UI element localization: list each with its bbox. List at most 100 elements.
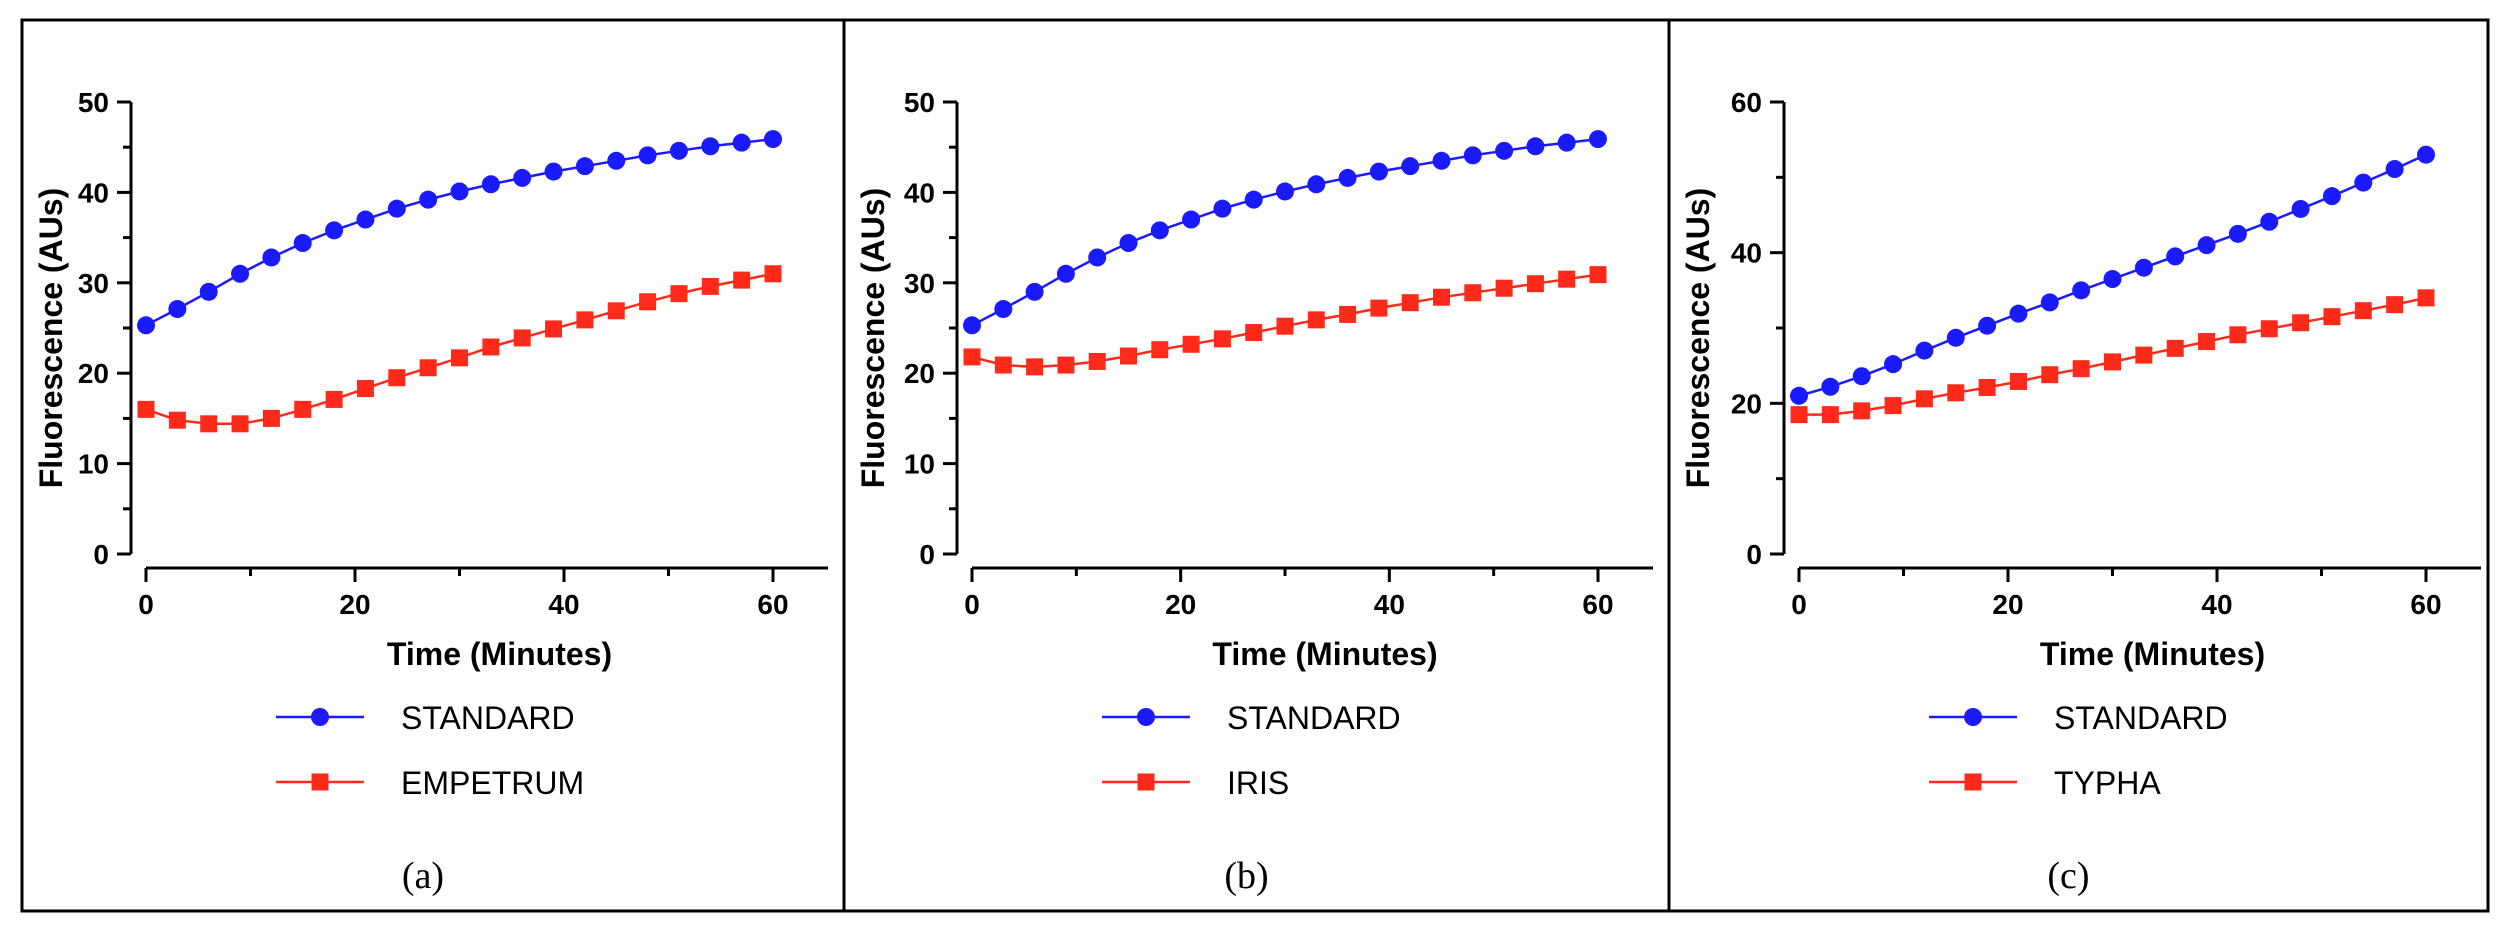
series-standard [963,130,1607,335]
data-point [2385,160,2404,179]
x-tick-label: 40 [2201,589,2232,620]
x-tick-label: 60 [1582,589,1613,620]
data-point [1821,406,1839,424]
data-point [199,282,218,301]
data-point [137,316,155,335]
legend-label: EMPETRUM [401,765,584,801]
data-point [1025,282,1044,301]
x-tick-label: 40 [548,589,579,620]
x-tick-label: 0 [138,589,154,620]
data-point [994,300,1013,319]
data-point [1119,234,1138,253]
data-point [1120,347,1137,365]
data-point [545,320,563,338]
legend-entry-iris: IRIS [1102,765,1289,801]
data-point [639,293,657,311]
y-tick-label: 0 [93,539,109,570]
data-point [544,162,563,181]
data-point [1369,162,1388,181]
data-point [2198,333,2216,351]
data-point [1182,335,1200,353]
data-point [670,285,688,303]
data-point [607,302,625,320]
data-point [2009,372,2027,390]
data-point [1182,210,1201,229]
data-point [607,151,626,170]
data-point [1884,355,1903,374]
data-point [1495,141,1514,160]
series-line [971,137,1599,327]
data-point [200,415,218,433]
data-point [2166,339,2184,357]
data-point [481,175,500,194]
y-tick-label: 20 [78,358,109,389]
y-tick-label: 0 [919,539,935,570]
chart-panel-2: 0 10 20 30 40 50 Fluorescence (AUs) 0 20 40 60 Time… [855,87,1653,897]
y-tick-label: 50 [904,87,935,118]
data-point [1495,279,1513,297]
data-point [1432,151,1451,170]
data-point [451,349,468,367]
y-tick-label: 10 [78,449,109,480]
data-point [2040,293,2059,312]
legend-label: TYPHA [2054,765,2161,801]
data-point [2417,145,2435,164]
data-point [2354,302,2372,320]
series-iris [963,266,1607,376]
data-point [137,400,155,418]
series-standard [1790,145,2435,405]
data-point [1558,270,1576,288]
data-point [1915,390,1933,408]
data-point [1946,328,1965,347]
y-tick-label: 60 [1731,87,1762,118]
data-point [994,356,1012,374]
data-point [1915,341,1934,360]
data-point [1056,264,1075,283]
data-point [1463,146,1482,165]
data-point [356,380,374,398]
data-point [168,411,186,429]
legend-label: STANDARD [1227,700,1401,736]
x-axis-title: Time (Minutes) [387,636,612,672]
x-tick-label: 40 [1374,589,1405,620]
legend-marker [1137,708,1155,726]
data-point [669,141,688,160]
data-point [1276,182,1294,201]
y-tick-label: 40 [78,177,109,208]
x-tick-label: 0 [1791,589,1807,620]
data-point [325,221,344,240]
series-empetrum [137,265,782,433]
data-point [1307,311,1325,329]
data-point [701,137,720,156]
data-point [2260,320,2278,338]
data-point [2260,212,2279,231]
chart-panel-1: 0 10 20 30 40 50 Fluorescence (AUs) 0 20 40 60 Time… [33,87,828,897]
x-tick-label: 20 [339,589,370,620]
x-axis-title: Time (Minutes) [1212,636,1437,672]
data-point [2386,296,2404,314]
data-point [1213,330,1231,348]
data-point [1276,317,1294,335]
data-point [1338,168,1357,187]
data-point [963,348,981,366]
legend-marker [311,773,329,791]
data-point [1213,199,1232,218]
panel-frame-3 [1667,18,2490,913]
y-tick-label: 0 [1746,539,1762,570]
data-point [2072,360,2090,378]
data-point [1151,341,1169,359]
panel-caption: (a) [402,855,444,897]
data-point [2291,199,2310,218]
data-point [1852,367,1871,386]
data-point [2135,346,2153,364]
legend-marker [1137,773,1155,791]
x-tick-label: 20 [1992,589,2023,620]
legend-label: IRIS [1227,765,1289,801]
data-point [2166,247,2185,266]
y-axis-title: Fluorescence (AUs) [855,188,891,489]
data-point [1526,137,1545,156]
legend-marker [1964,773,1982,791]
data-point [764,265,782,283]
data-point [419,359,437,377]
legend-marker [1964,708,1982,726]
